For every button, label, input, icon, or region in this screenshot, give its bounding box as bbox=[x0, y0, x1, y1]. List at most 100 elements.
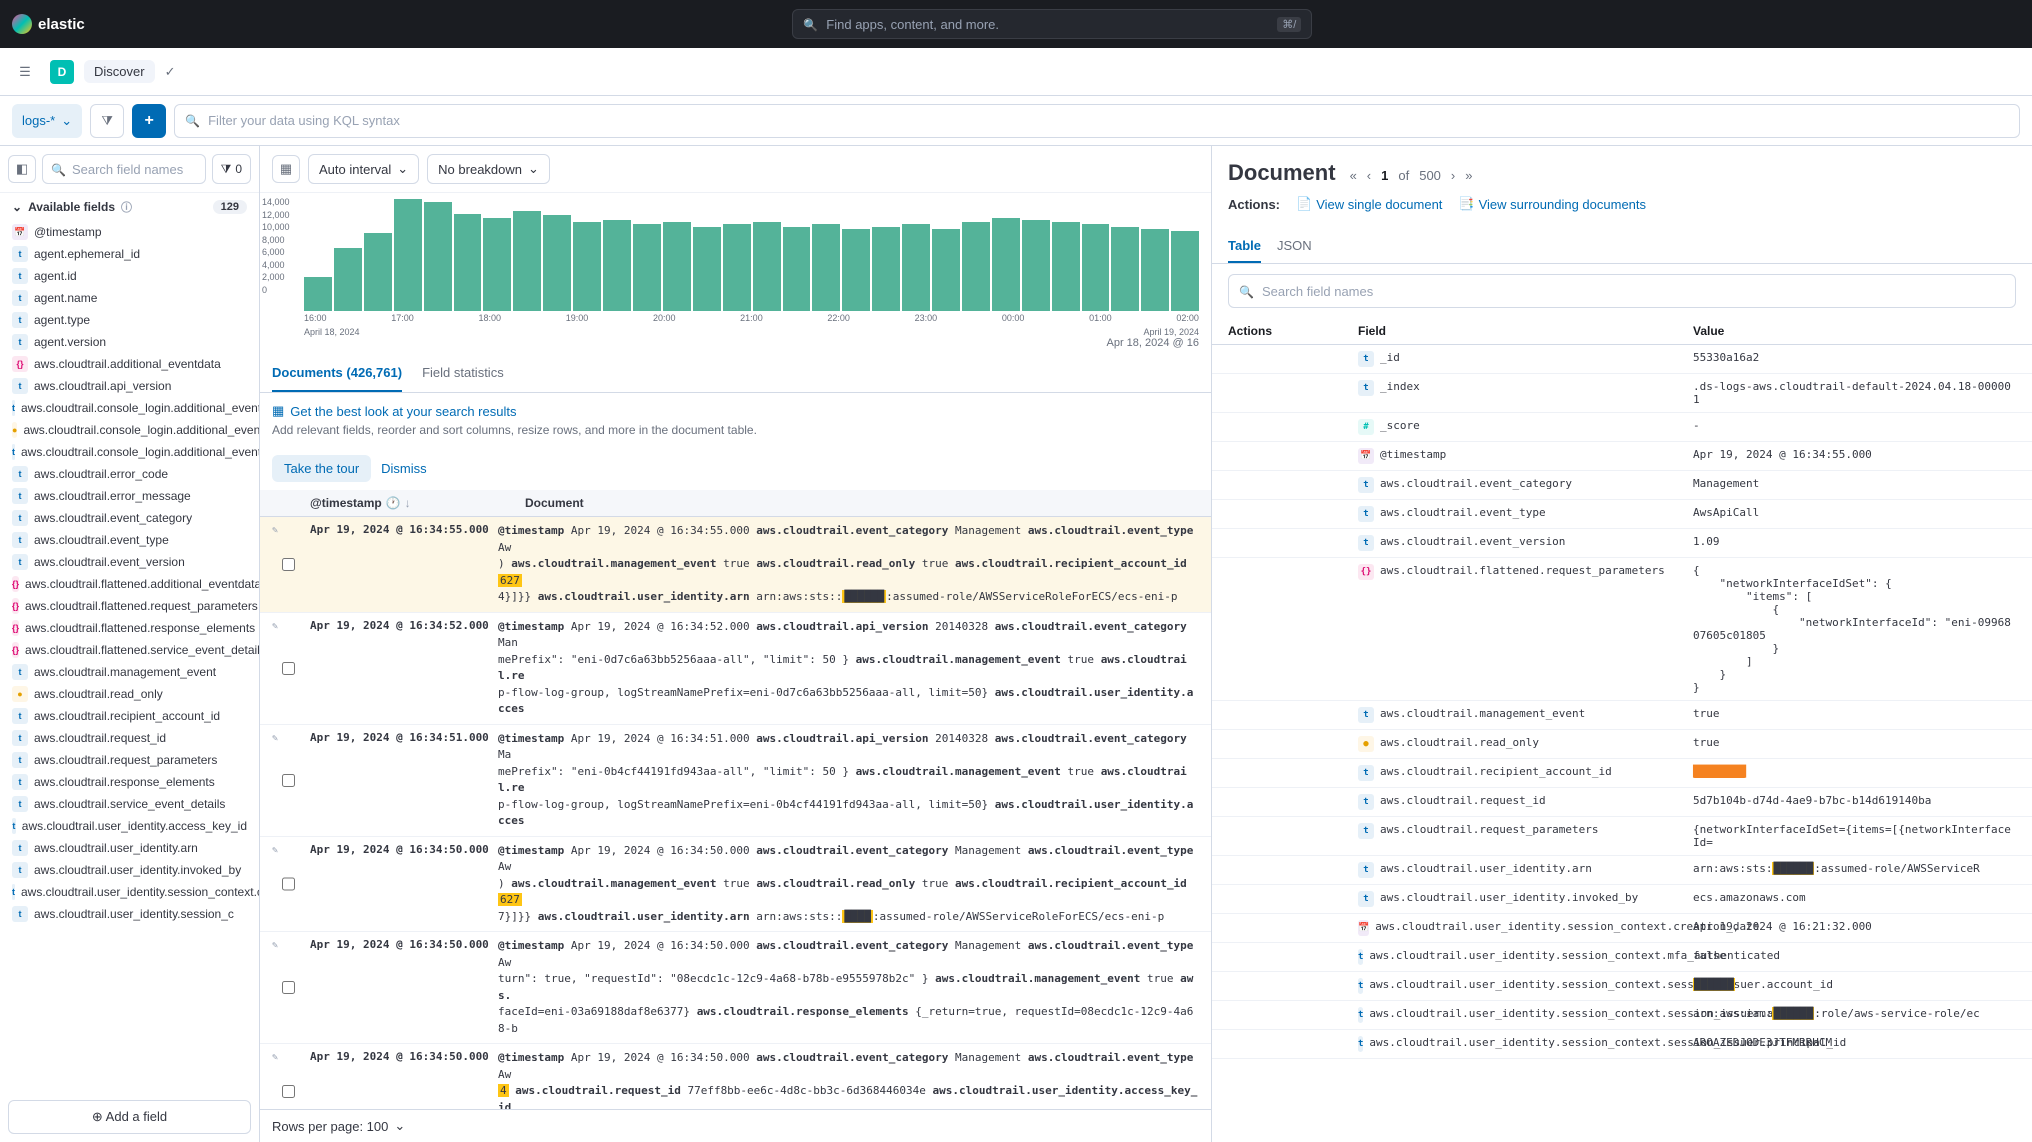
histogram-bar[interactable] bbox=[962, 222, 990, 311]
callout-link[interactable]: ▦ Get the best look at your search resul… bbox=[272, 403, 1199, 419]
histogram-bar[interactable] bbox=[1022, 220, 1050, 311]
field-item[interactable]: tagent.name bbox=[0, 287, 259, 309]
document-column-header[interactable]: Document bbox=[525, 496, 584, 510]
space-avatar[interactable]: D bbox=[50, 60, 74, 84]
row-checkbox[interactable] bbox=[282, 731, 295, 830]
field-item[interactable]: tagent.ephemeral_id bbox=[0, 243, 259, 265]
histogram-bar[interactable] bbox=[334, 248, 362, 311]
field-item[interactable]: taws.cloudtrail.console_login.additional… bbox=[0, 441, 259, 463]
first-page-icon[interactable] bbox=[1350, 168, 1357, 183]
view-surrounding-link[interactable]: 📑View surrounding documents bbox=[1458, 196, 1646, 212]
row-checkbox[interactable] bbox=[282, 619, 295, 718]
dismiss-button[interactable]: Dismiss bbox=[381, 455, 427, 482]
document-row[interactable]: Apr 19, 2024 @ 16:34:51.000@timestamp Ap… bbox=[260, 725, 1211, 837]
histogram-bar[interactable] bbox=[812, 224, 840, 311]
field-item[interactable]: taws.cloudtrail.user_identity.session_co… bbox=[0, 881, 259, 903]
field-item[interactable]: taws.cloudtrail.user_identity.access_key… bbox=[0, 815, 259, 837]
row-checkbox[interactable] bbox=[282, 843, 295, 926]
global-search[interactable]: Find apps, content, and more. ⌘/ bbox=[792, 9, 1312, 39]
histogram-bar[interactable] bbox=[663, 222, 691, 311]
histogram-bar[interactable] bbox=[573, 222, 601, 311]
expand-icon[interactable] bbox=[272, 619, 278, 718]
histogram-bar[interactable] bbox=[304, 277, 332, 311]
field-item[interactable]: taws.cloudtrail.api_version bbox=[0, 375, 259, 397]
field-item[interactable]: taws.cloudtrail.user_identity.session_c bbox=[0, 903, 259, 925]
histogram-bar[interactable] bbox=[1171, 231, 1199, 311]
field-item[interactable]: taws.cloudtrail.request_id bbox=[0, 727, 259, 749]
collapse-sidebar-icon[interactable]: ◧ bbox=[8, 155, 36, 183]
view-single-doc-link[interactable]: 📄View single document bbox=[1296, 196, 1442, 212]
field-filter-button[interactable]: ⧩ 0 bbox=[212, 154, 251, 184]
row-checkbox[interactable] bbox=[282, 523, 295, 606]
field-item[interactable]: taws.cloudtrail.request_parameters bbox=[0, 749, 259, 771]
field-item[interactable]: taws.cloudtrail.management_event bbox=[0, 661, 259, 683]
field-item[interactable]: 📅@timestamp bbox=[0, 221, 259, 243]
rows-per-page[interactable]: Rows per page: 100 bbox=[272, 1119, 388, 1134]
row-checkbox[interactable] bbox=[282, 938, 295, 1037]
field-item[interactable]: {}aws.cloudtrail.flattened.request_param… bbox=[0, 595, 259, 617]
last-page-icon[interactable] bbox=[1465, 168, 1472, 183]
kql-input[interactable]: Filter your data using KQL syntax bbox=[174, 104, 2020, 138]
tab-documents[interactable]: Documents (426,761) bbox=[272, 355, 402, 392]
add-field-button[interactable]: ⊕ Add a field bbox=[8, 1100, 251, 1134]
field-item[interactable]: taws.cloudtrail.event_type bbox=[0, 529, 259, 551]
histogram-bar[interactable] bbox=[543, 215, 571, 311]
app-breadcrumb[interactable]: Discover bbox=[84, 60, 155, 83]
histogram-bar[interactable] bbox=[932, 229, 960, 311]
breakdown-select[interactable]: No breakdown ⌄ bbox=[427, 154, 550, 184]
histogram-bar[interactable] bbox=[992, 218, 1020, 311]
available-fields-toggle[interactable]: ⌄ Available fields 129 bbox=[0, 193, 259, 221]
histogram-bar[interactable] bbox=[483, 218, 511, 311]
flyout-field-search[interactable]: Search field names bbox=[1228, 274, 2016, 308]
field-item[interactable]: ●aws.cloudtrail.read_only bbox=[0, 683, 259, 705]
histogram-bar[interactable] bbox=[364, 233, 392, 311]
logo[interactable]: elastic bbox=[12, 14, 85, 34]
field-item[interactable]: tagent.version bbox=[0, 331, 259, 353]
field-item[interactable]: tagent.type bbox=[0, 309, 259, 331]
nav-toggle-icon[interactable] bbox=[10, 57, 40, 87]
interval-select[interactable]: Auto interval ⌄ bbox=[308, 154, 419, 184]
chevron-down-icon[interactable]: ⌄ bbox=[394, 1118, 405, 1134]
histogram-chart[interactable]: 14,00012,00010,0008,0006,0004,0002,0000 bbox=[260, 193, 1211, 313]
field-item[interactable]: {}aws.cloudtrail.flattened.response_elem… bbox=[0, 617, 259, 639]
document-row[interactable]: Apr 19, 2024 @ 16:34:52.000@timestamp Ap… bbox=[260, 613, 1211, 725]
histogram-bar[interactable] bbox=[633, 224, 661, 311]
field-item[interactable]: tagent.id bbox=[0, 265, 259, 287]
field-item[interactable]: taws.cloudtrail.recipient_account_id bbox=[0, 705, 259, 727]
expand-icon[interactable] bbox=[272, 1050, 278, 1109]
histogram-bar[interactable] bbox=[1082, 224, 1110, 311]
field-item[interactable]: {}aws.cloudtrail.flattened.service_event… bbox=[0, 639, 259, 661]
dataview-picker[interactable]: logs-* ⌄ bbox=[12, 104, 82, 138]
filter-button[interactable] bbox=[90, 104, 124, 138]
row-checkbox[interactable] bbox=[282, 1050, 295, 1109]
timestamp-column-header[interactable]: @timestamp bbox=[310, 496, 382, 510]
histogram-bar[interactable] bbox=[753, 222, 781, 311]
tab-json[interactable]: JSON bbox=[1277, 230, 1312, 263]
expand-icon[interactable] bbox=[272, 731, 278, 830]
field-item[interactable]: taws.cloudtrail.error_code bbox=[0, 463, 259, 485]
expand-icon[interactable] bbox=[272, 938, 278, 1037]
histogram-bar[interactable] bbox=[1141, 229, 1169, 311]
next-page-icon[interactable] bbox=[1451, 168, 1455, 183]
histogram-bar[interactable] bbox=[1052, 222, 1080, 311]
field-item[interactable]: taws.cloudtrail.event_category bbox=[0, 507, 259, 529]
expand-icon[interactable] bbox=[272, 523, 278, 606]
sort-desc-icon[interactable]: ↓ bbox=[405, 496, 411, 510]
prev-page-icon[interactable] bbox=[1367, 168, 1371, 183]
histogram-bar[interactable] bbox=[693, 227, 721, 311]
tab-table[interactable]: Table bbox=[1228, 230, 1261, 263]
histogram-bar[interactable] bbox=[872, 227, 900, 311]
field-item[interactable]: taws.cloudtrail.event_version bbox=[0, 551, 259, 573]
histogram-bar[interactable] bbox=[603, 220, 631, 311]
histogram-bar[interactable] bbox=[1111, 227, 1139, 311]
expand-icon[interactable] bbox=[272, 843, 278, 926]
document-row[interactable]: Apr 19, 2024 @ 16:34:50.000@timestamp Ap… bbox=[260, 1044, 1211, 1109]
histogram-bar[interactable] bbox=[902, 224, 930, 311]
document-row[interactable]: Apr 19, 2024 @ 16:34:50.000@timestamp Ap… bbox=[260, 837, 1211, 933]
field-item[interactable]: taws.cloudtrail.response_elements bbox=[0, 771, 259, 793]
histogram-bar[interactable] bbox=[723, 224, 751, 311]
histogram-bar[interactable] bbox=[783, 227, 811, 311]
chart-toggle-icon[interactable]: ▦ bbox=[272, 155, 300, 183]
histogram-bar[interactable] bbox=[454, 214, 482, 311]
field-search-input[interactable]: Search field names bbox=[42, 154, 206, 184]
